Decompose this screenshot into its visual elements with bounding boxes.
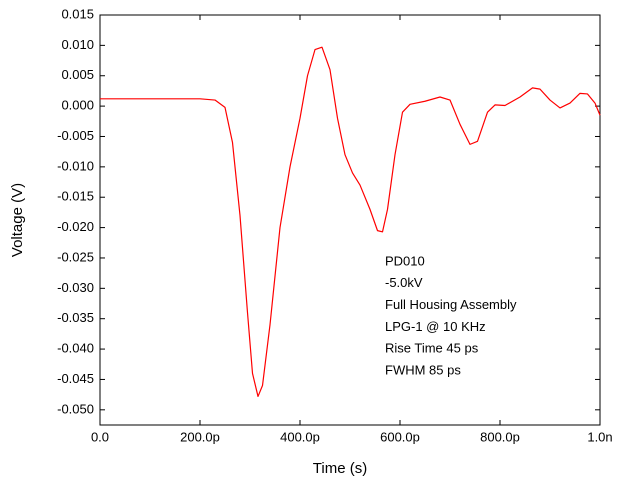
annotation: Full Housing Assembly (385, 297, 517, 312)
annotation: FWHM 85 ps (385, 362, 461, 377)
y-tick-label: -0.050 (57, 401, 94, 416)
y-tick-label: -0.040 (57, 341, 94, 356)
y-tick-label: 0.010 (61, 37, 94, 52)
y-tick-label: -0.045 (57, 371, 94, 386)
plot-frame (99, 14, 601, 426)
x-tick-label: 200.0p (180, 429, 220, 444)
y-axis-label: Voltage (V) (9, 183, 26, 257)
y-tick-label: -0.025 (57, 249, 94, 264)
y-tick-label: -0.030 (57, 280, 94, 295)
y-tick-label: -0.005 (57, 128, 94, 143)
x-axis-label: Time (s) (313, 460, 367, 477)
data-line (100, 46, 601, 398)
x-tick-label: 1.0n (587, 429, 612, 444)
annotation: Rise Time 45 ps (385, 341, 479, 356)
x-tick-label: 0.0 (91, 429, 109, 444)
y-tick-label: 0.000 (61, 98, 94, 113)
annotation: -5.0kV (385, 275, 423, 290)
y-tick-label: -0.015 (57, 189, 94, 204)
y-tick-label: -0.035 (57, 310, 94, 325)
y-tick-label: 0.005 (61, 67, 94, 82)
x-tick-label: 400.0p (280, 429, 320, 444)
x-tick-label: 800.0p (480, 429, 520, 444)
y-tick-label: -0.010 (57, 158, 94, 173)
annotation: LPG-1 @ 10 KHz (385, 319, 486, 334)
y-tick-label: -0.020 (57, 219, 94, 234)
annotation: PD010 (385, 253, 425, 268)
x-tick-label: 600.0p (380, 429, 420, 444)
y-tick-label: 0.015 (61, 6, 94, 21)
